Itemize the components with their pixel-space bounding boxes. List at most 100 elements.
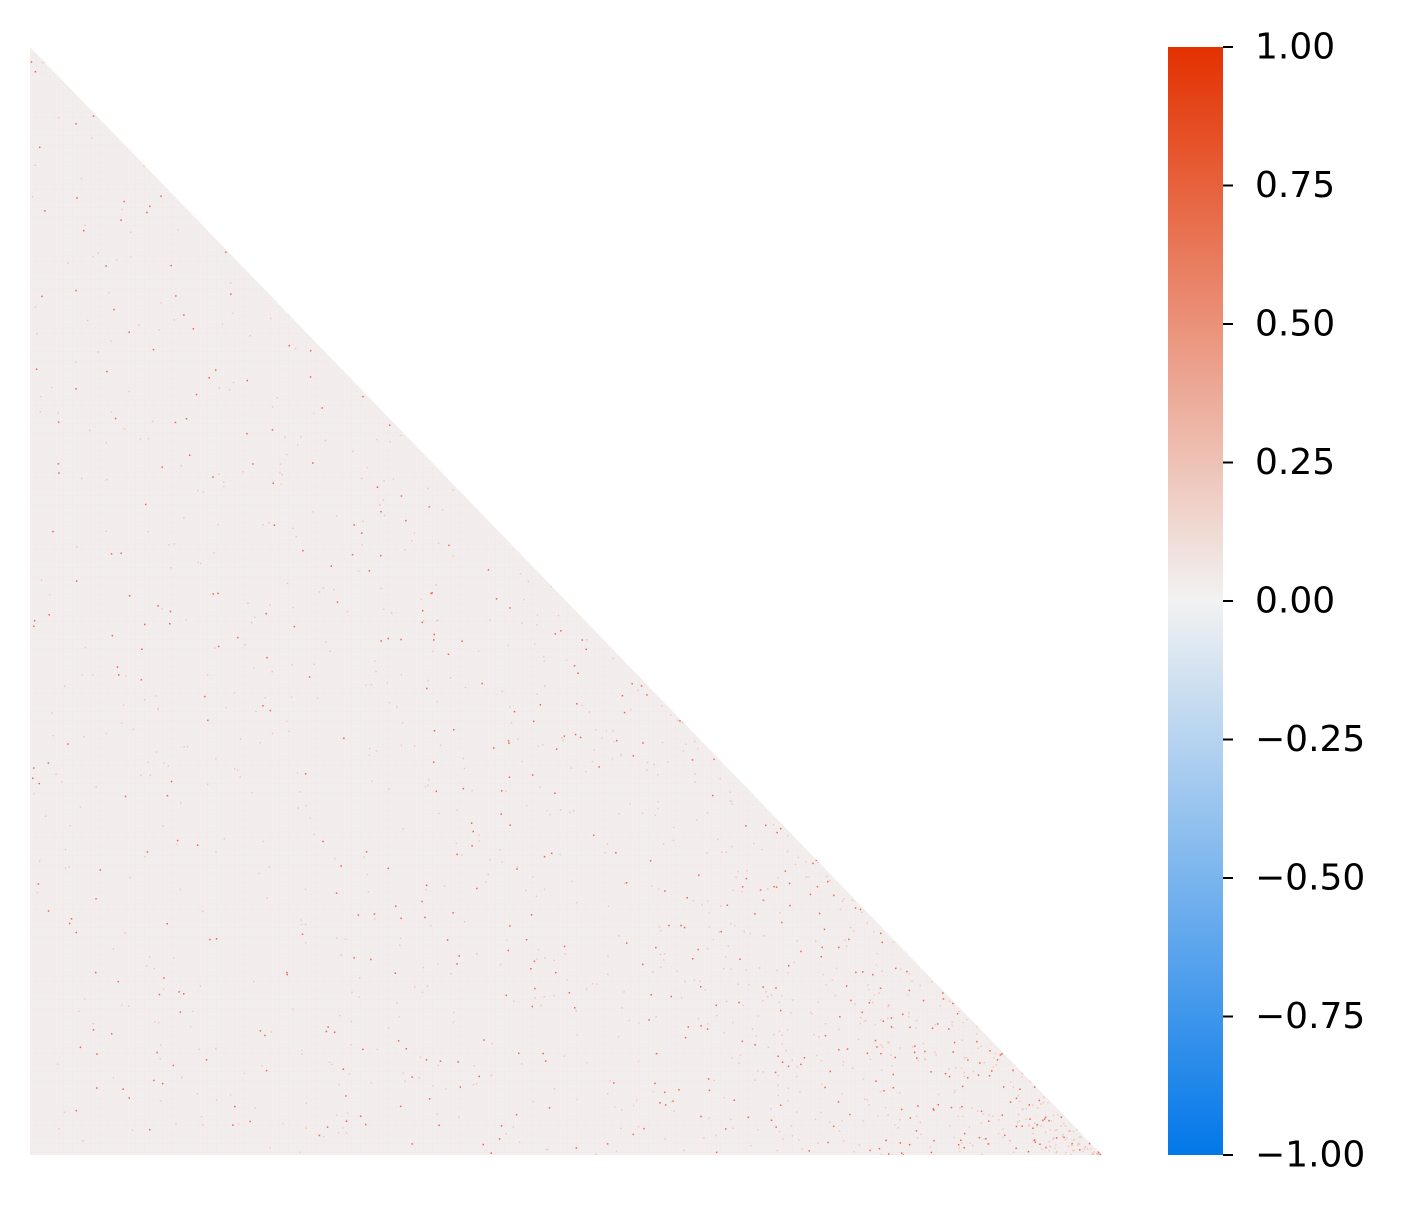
heatmap-outlier-cell: [501, 861, 503, 863]
heatmap-outlier-cell: [163, 762, 165, 764]
heatmap-outlier-cell: [838, 1028, 840, 1031]
heatmap-outlier-cell: [158, 1021, 160, 1024]
heatmap-outlier-cell: [715, 1134, 717, 1137]
heatmap-outlier-cell: [682, 750, 684, 752]
heatmap-outlier-cell: [508, 742, 510, 744]
heatmap-outlier-cell: [97, 252, 99, 254]
heatmap-outlier-cell: [913, 1051, 916, 1054]
heatmap-outlier-cell: [831, 979, 834, 981]
heatmap-outlier-cell: [36, 333, 38, 335]
heatmap-outlier-cell: [401, 721, 404, 724]
heatmap-outlier-cell: [1055, 1137, 1058, 1139]
heatmap-outlier-cell: [338, 1014, 341, 1017]
heatmap-outlier-cell: [141, 648, 143, 650]
heatmap-outlier-cell: [967, 1059, 969, 1061]
heatmap-outlier-cell: [96, 1087, 98, 1089]
heatmap-outlier-cell: [909, 1117, 912, 1119]
heatmap-outlier-cell: [374, 660, 376, 662]
heatmap-outlier-cell: [818, 912, 821, 915]
heatmap-outlier-cell: [75, 1109, 78, 1112]
heatmap-outlier-cell: [446, 939, 449, 941]
heatmap-outlier-cell: [472, 1083, 475, 1086]
heatmap-outlier-cell: [58, 1128, 60, 1130]
heatmap-outlier-cell: [780, 1104, 782, 1106]
heatmap-outlier-cell: [895, 967, 897, 970]
heatmap-outlier-cell: [382, 608, 385, 611]
heatmap-outlier-cell: [1045, 1131, 1047, 1134]
heatmap-outlier-cell: [64, 867, 67, 869]
heatmap-outlier-cell: [430, 925, 432, 927]
heatmap-outlier-cell: [309, 376, 312, 378]
heatmap-outlier-cell: [991, 1115, 994, 1117]
heatmap-outlier-cell: [683, 1149, 685, 1152]
heatmap-outlier-cell: [935, 1054, 937, 1056]
heatmap-outlier-cell: [930, 981, 933, 983]
heatmap-outlier-cell: [576, 1098, 578, 1101]
heatmap-outlier-cell: [176, 839, 179, 842]
heatmap-outlier-cell: [346, 610, 349, 613]
heatmap-outlier-cell: [505, 994, 507, 997]
heatmap-outlier-cell: [1082, 1150, 1084, 1153]
heatmap-outlier-cell: [912, 1046, 914, 1048]
heatmap-outlier-cell: [786, 834, 789, 837]
heatmap-outlier-cell: [453, 729, 455, 731]
heatmap-outlier-cell: [826, 875, 828, 878]
heatmap-outlier-cell: [130, 256, 132, 258]
heatmap-outlier-cell: [909, 1026, 911, 1029]
heatmap-outlier-cell: [969, 1142, 971, 1144]
heatmap-outlier-cell: [838, 946, 840, 949]
heatmap-outlier-cell: [961, 1039, 963, 1041]
heatmap-outlier-cell: [751, 1028, 754, 1030]
heatmap-outlier-cell: [304, 923, 307, 925]
heatmap-outlier-cell: [915, 1027, 917, 1029]
heatmap-outlier-cell: [776, 1149, 779, 1152]
heatmap-outlier-cell: [880, 1052, 882, 1055]
heatmap-outlier-cell: [739, 1054, 742, 1056]
heatmap-outlier-cell: [554, 792, 556, 794]
heatmap-outlier-cell: [816, 1054, 818, 1057]
heatmap-outlier-cell: [1077, 1142, 1080, 1144]
heatmap-outlier-cell: [713, 1079, 715, 1082]
heatmap-outlier-cell: [1057, 1113, 1059, 1116]
heatmap-outlier-cell: [818, 1036, 820, 1038]
heatmap-outlier-cell: [655, 1016, 657, 1018]
heatmap-outlier-cell: [930, 1151, 933, 1154]
heatmap-outlier-cell: [129, 876, 131, 879]
heatmap-outlier-cell: [471, 789, 473, 792]
heatmap-outlier-cell: [609, 1080, 611, 1082]
heatmap-outlier-cell: [786, 1029, 789, 1031]
heatmap-outlier-cell: [636, 1099, 638, 1102]
heatmap-outlier-cell: [781, 1034, 783, 1036]
heatmap-outlier-cell: [837, 1101, 840, 1103]
heatmap-outlier-cell: [202, 491, 204, 493]
heatmap-outlier-cell: [116, 666, 119, 668]
heatmap-outlier-cell: [800, 1063, 802, 1066]
heatmap-outlier-cell: [679, 720, 681, 722]
heatmap-outlier-cell: [809, 1011, 812, 1014]
heatmap-outlier-cell: [663, 959, 665, 961]
heatmap-outlier-cell: [632, 1104, 635, 1107]
heatmap-outlier-cell: [719, 777, 721, 780]
heatmap-outlier-cell: [382, 499, 385, 501]
heatmap-outlier-cell: [435, 619, 438, 622]
heatmap-outlier-cell: [757, 1070, 759, 1072]
heatmap-outlier-cell: [271, 732, 274, 735]
heatmap-outlier-cell: [1067, 1145, 1070, 1148]
heatmap-outlier-cell: [800, 950, 802, 953]
heatmap-outlier-cell: [791, 1135, 794, 1137]
heatmap-outlier-cell: [958, 1147, 960, 1149]
heatmap-outlier-cell: [863, 1020, 866, 1022]
heatmap-outlier-cell: [929, 1146, 932, 1148]
heatmap-outlier-cell: [110, 340, 112, 342]
heatmap-outlier-cell: [780, 827, 782, 830]
heatmap-outlier-cell: [956, 1013, 959, 1015]
heatmap-outlier-cell: [708, 926, 710, 928]
heatmap-outlier-cell: [701, 903, 703, 906]
heatmap-outlier-cell: [730, 1118, 732, 1120]
heatmap-outlier-cell: [1077, 1144, 1079, 1146]
heatmap-outlier-cell: [196, 844, 199, 846]
heatmap-outlier-cell: [930, 1071, 932, 1073]
heatmap-outlier-cell: [268, 866, 271, 868]
heatmap-outlier-cell: [796, 940, 798, 942]
heatmap-outlier-cell: [523, 598, 525, 601]
